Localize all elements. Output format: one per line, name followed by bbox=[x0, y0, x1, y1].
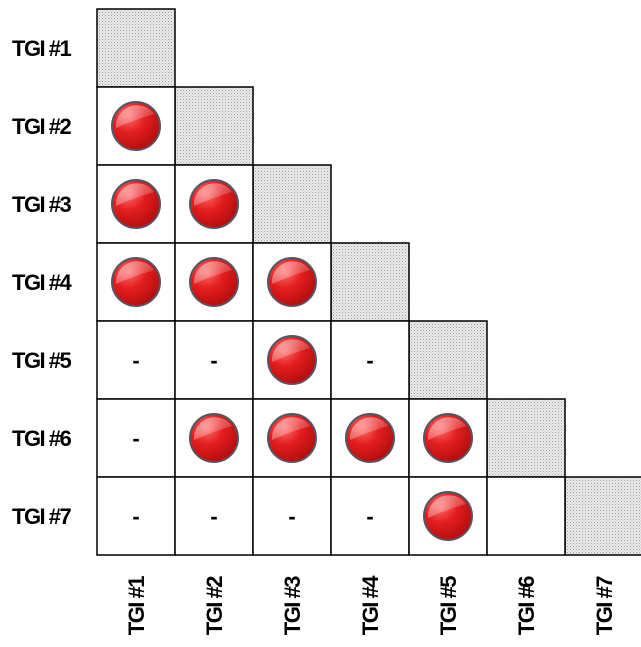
row-label: TGI #3 bbox=[12, 192, 72, 217]
diagonal-cell bbox=[408, 320, 488, 400]
diagonal-cell bbox=[96, 8, 176, 88]
interaction-dot bbox=[111, 101, 161, 151]
row-label: TGI #5 bbox=[12, 348, 72, 373]
no-interaction-mark: - bbox=[288, 504, 295, 529]
matrix-cell bbox=[96, 476, 176, 556]
column-label: TGI #2 bbox=[202, 576, 227, 636]
column-label: TGI #4 bbox=[358, 575, 383, 636]
matrix-cell bbox=[486, 476, 566, 556]
interaction-dot bbox=[189, 179, 239, 229]
matrix-cell bbox=[252, 476, 332, 556]
no-interaction-mark: - bbox=[210, 504, 217, 529]
interaction-dot bbox=[189, 257, 239, 307]
no-interaction-mark: - bbox=[366, 504, 373, 529]
column-label: TGI #6 bbox=[514, 576, 539, 636]
row-label: TGI #7 bbox=[12, 504, 72, 529]
row-label: TGI #4 bbox=[12, 270, 73, 295]
matrix-cell bbox=[330, 398, 410, 478]
row-label: TGI #6 bbox=[12, 426, 72, 451]
no-interaction-mark: - bbox=[132, 426, 139, 451]
interaction-dot bbox=[111, 257, 161, 307]
matrix-grid bbox=[96, 8, 641, 556]
no-interaction-mark: - bbox=[132, 348, 139, 373]
interaction-dot bbox=[267, 257, 317, 307]
no-interaction-mark: - bbox=[366, 348, 373, 373]
matrix-cell bbox=[330, 320, 410, 400]
diagonal-cell bbox=[330, 242, 410, 322]
matrix-labels: TGI #1 TGI #1 TGI #2 TGI #2 TGI #3 TGI #3 TGI … bbox=[12, 36, 617, 635]
matrix-cell bbox=[330, 476, 410, 556]
interaction-dot bbox=[423, 413, 473, 463]
interaction-dot bbox=[111, 179, 161, 229]
diagonal-cell bbox=[174, 86, 254, 166]
diagonal-cell bbox=[486, 398, 566, 478]
row-label: TGI #2 bbox=[12, 114, 72, 139]
column-label: TGI #3 bbox=[280, 576, 305, 636]
row-label: TGI #1 bbox=[12, 36, 72, 61]
interaction-dot bbox=[189, 413, 239, 463]
interaction-dot bbox=[267, 335, 317, 385]
no-interaction-mark: - bbox=[210, 348, 217, 373]
interaction-dot bbox=[345, 413, 395, 463]
diagonal-cell bbox=[564, 476, 641, 556]
column-label: TGI #5 bbox=[436, 576, 461, 636]
interaction-dot bbox=[423, 491, 473, 541]
column-label: TGI #1 bbox=[124, 576, 149, 636]
interaction-dot bbox=[267, 413, 317, 463]
no-interaction-mark: - bbox=[132, 504, 139, 529]
matrix-cell bbox=[174, 476, 254, 556]
column-label: TGI #7 bbox=[592, 576, 617, 636]
diagonal-cell bbox=[252, 164, 332, 244]
matrix-cell bbox=[174, 320, 254, 400]
